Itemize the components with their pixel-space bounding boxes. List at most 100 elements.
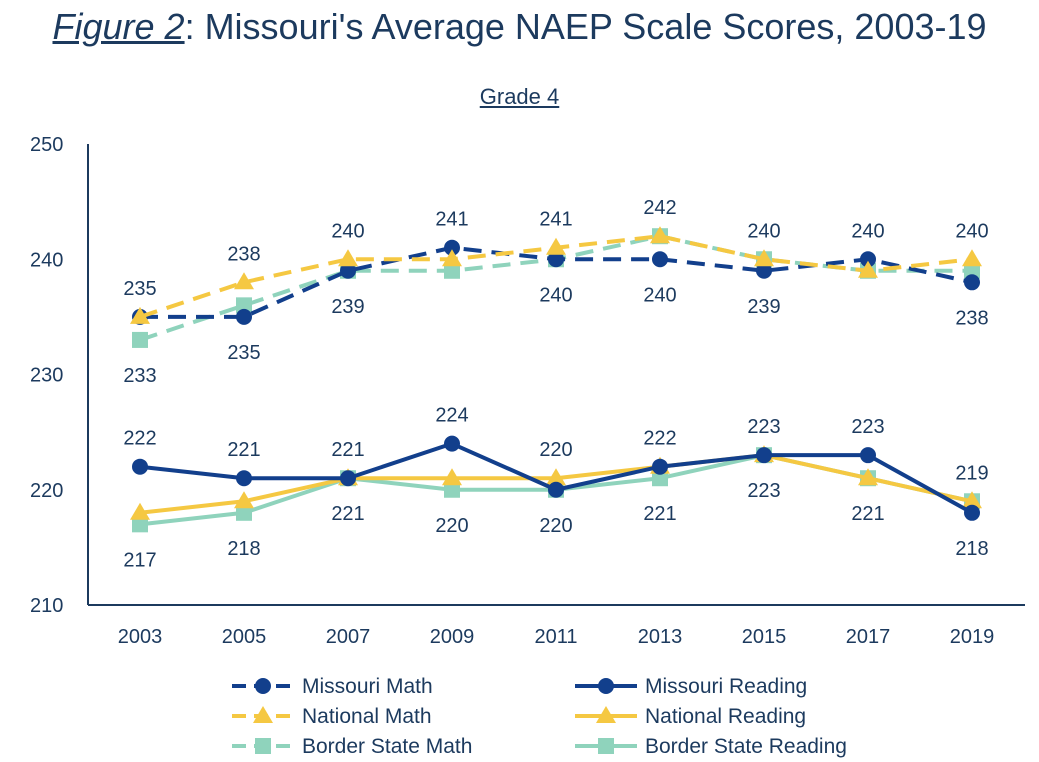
legend: Missouri Math National Math Border State M… (232, 675, 847, 758)
data-label: 222 (643, 428, 676, 450)
data-point-national-reading (962, 491, 982, 509)
x-tick-label: 2019 (950, 626, 995, 648)
data-label: 220 (435, 515, 468, 537)
data-point-missouri-reading (964, 504, 980, 521)
x-tick-label: 2009 (430, 626, 475, 648)
data-point-missouri-math (236, 308, 252, 325)
legend-item-border-state-reading: Border State Reading (575, 735, 847, 758)
data-point-national-reading (442, 468, 462, 486)
figure-number: Figure 2 (52, 6, 185, 47)
data-label: 238 (227, 243, 260, 265)
series-missouri-reading (132, 435, 980, 521)
data-label: 221 (643, 503, 676, 525)
data-point-missouri-reading (756, 447, 772, 464)
data-point-missouri-math (756, 262, 772, 279)
x-tick-label: 2015 (742, 626, 787, 648)
data-label: 220 (539, 439, 572, 461)
legend-swatch-marker (598, 738, 614, 754)
data-point-national-math (234, 272, 254, 290)
data-label: 240 (643, 284, 676, 306)
data-label: 221 (851, 503, 884, 525)
data-label: 224 (435, 405, 468, 427)
data-point-border-state-reading (132, 516, 148, 533)
legend-swatch-marker (596, 706, 616, 723)
data-label: 221 (227, 439, 260, 461)
y-tick-label: 210 (30, 595, 63, 617)
series-missouri-math (132, 239, 980, 325)
data-point-missouri-reading (548, 481, 564, 498)
x-tick-label: 2017 (846, 626, 891, 648)
data-point-border-state-math (132, 331, 148, 348)
chart-title: Figure 2: Missouri's Average NAEP Scale … (0, 6, 1039, 48)
data-label: 241 (539, 209, 572, 231)
legend-item-national-reading: National Reading (575, 705, 806, 728)
data-label: 238 (955, 307, 988, 329)
data-point-missouri-math (964, 274, 980, 291)
data-label: 223 (747, 416, 780, 438)
data-point-national-math (650, 226, 670, 244)
data-label: 221 (331, 439, 364, 461)
data-point-national-math (754, 249, 774, 267)
y-tick-label: 240 (30, 249, 63, 271)
data-label: 240 (851, 220, 884, 242)
data-label: 223 (747, 480, 780, 502)
legend-item-border-state-math: Border State Math (232, 735, 472, 758)
y-tick-label: 230 (30, 365, 63, 387)
x-tick-label: 2003 (118, 626, 163, 648)
data-point-national-math (962, 249, 982, 267)
data-label: 222 (123, 428, 156, 450)
data-label: 219 (955, 462, 988, 484)
data-label: 242 (643, 197, 676, 219)
data-label: 240 (747, 220, 780, 242)
data-point-missouri-math (652, 251, 668, 268)
data-label: 223 (851, 416, 884, 438)
data-point-national-math (858, 260, 878, 278)
data-label: 240 (331, 220, 364, 242)
data-label: 235 (123, 278, 156, 300)
data-label: 239 (747, 296, 780, 318)
axes: 210 220 230 240 250 2003 2005 2007 2009 2011 2013 2… (30, 134, 1025, 648)
title-text: : Missouri's Average NAEP Scale Scores, … (184, 6, 987, 47)
data-point-national-reading (234, 491, 254, 509)
x-tick-label: 2007 (326, 626, 371, 648)
data-point-national-reading (130, 502, 150, 520)
legend-item-missouri-reading: Missouri Reading (575, 675, 807, 698)
data-label: 233 (123, 365, 156, 387)
legend-item-national-math: National Math (232, 705, 432, 728)
data-point-national-reading (546, 468, 566, 486)
data-label: 218 (955, 538, 988, 560)
data-point-national-math (130, 306, 150, 324)
data-point-national-math (338, 249, 358, 267)
legend-swatch-marker (598, 678, 614, 694)
legend-label: Border State Reading (645, 735, 847, 758)
data-point-national-math (442, 249, 462, 267)
legend-swatch-marker (255, 738, 271, 754)
data-label: 218 (227, 538, 260, 560)
x-tick-label: 2005 (222, 626, 267, 648)
data-point-border-state-reading (652, 470, 668, 487)
data-point-missouri-math (860, 251, 876, 268)
data-point-missouri-reading (236, 470, 252, 487)
data-point-border-state-reading (236, 504, 252, 521)
data-point-border-state-math (444, 262, 460, 279)
series-national-math (130, 226, 982, 324)
data-label: 241 (435, 209, 468, 231)
data-label: 221 (331, 503, 364, 525)
data-label: 239 (331, 296, 364, 318)
data-label: 240 (955, 220, 988, 242)
x-tick-label: 2013 (638, 626, 683, 648)
data-labels: 235 238 240 241 241 242 240 240 240 233 235 239 240 2… (123, 197, 988, 571)
data-point-missouri-reading (444, 435, 460, 452)
legend-label: Missouri Math (302, 675, 433, 698)
legend-label: Border State Math (302, 735, 472, 758)
data-point-missouri-math (444, 239, 460, 256)
legend-item-missouri-math: Missouri Math (232, 675, 433, 698)
data-point-national-reading (858, 468, 878, 486)
data-label: 217 (123, 549, 156, 571)
data-label: 235 (227, 342, 260, 364)
data-point-border-state-reading (444, 481, 460, 498)
data-point-missouri-reading (860, 447, 876, 464)
data-label: 220 (539, 515, 572, 537)
legend-label: Missouri Reading (645, 675, 807, 698)
